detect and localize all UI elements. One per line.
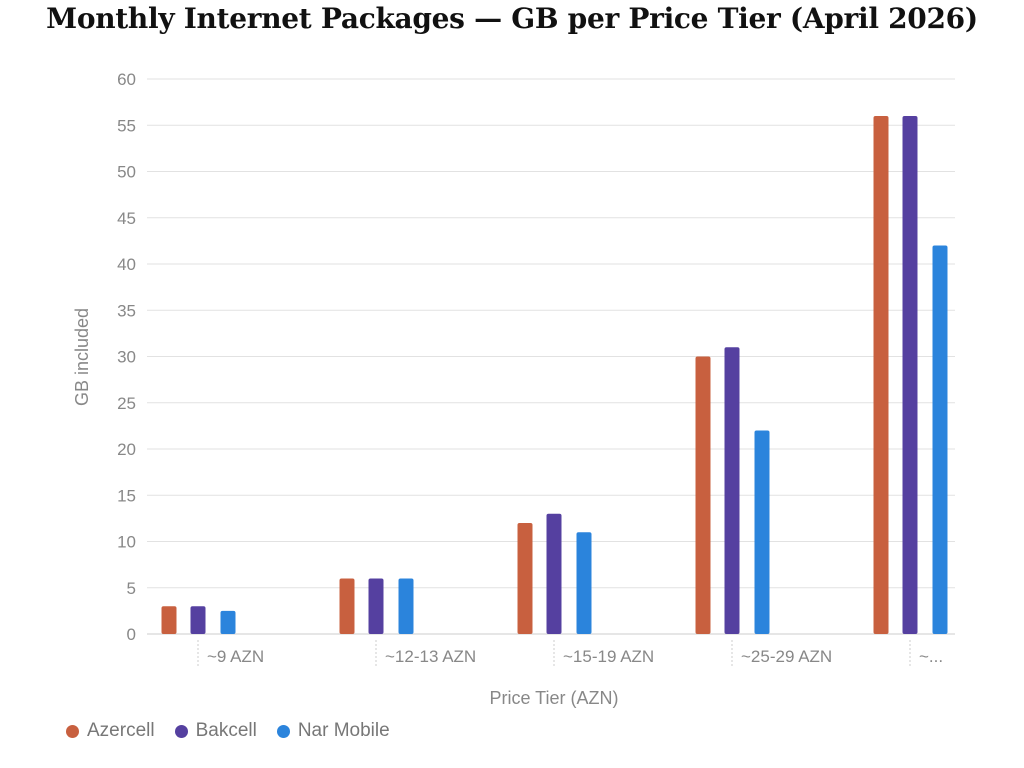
legend-item-azercell: Azercell — [66, 720, 155, 742]
x-tick-label: ~... — [919, 647, 943, 666]
x-axis-label: Price Tier (AZN) — [489, 688, 618, 708]
bar-nar-mobile — [754, 430, 770, 634]
bar-azercell — [339, 578, 355, 634]
y-tick-label: 0 — [127, 625, 136, 644]
bar-nar-mobile — [576, 532, 592, 634]
legend-item-nar-mobile: Nar Mobile — [276, 720, 390, 742]
y-tick-label: 45 — [117, 209, 136, 228]
bar-bakcell — [546, 513, 562, 634]
bar-azercell — [873, 116, 889, 634]
bar-nar-mobile — [398, 578, 414, 634]
y-tick-label: 35 — [117, 301, 136, 320]
bar-bakcell — [902, 116, 918, 634]
x-tick-label: ~15-19 AZN — [563, 647, 654, 666]
y-tick-label: 5 — [127, 579, 136, 598]
bar-nar-mobile — [932, 245, 948, 634]
legend-label: Azercell — [87, 720, 155, 741]
chart-title: Monthly Internet Packages — GB per Price… — [46, 2, 978, 35]
legend-swatch — [66, 724, 79, 738]
legend-label: Bakcell — [195, 720, 257, 741]
y-tick-label: 20 — [117, 440, 136, 459]
bar-bakcell — [190, 606, 206, 634]
bar-nar-mobile — [220, 610, 236, 634]
legend-item-bakcell: Bakcell — [174, 720, 257, 742]
x-tick-label: ~12-13 AZN — [385, 647, 476, 666]
legend-swatch — [276, 724, 290, 738]
legend-swatch — [174, 724, 188, 738]
y-tick-label: 30 — [117, 348, 136, 367]
bar-azercell — [517, 523, 533, 634]
y-tick-label: 15 — [117, 486, 136, 505]
legend-label: Nar Mobile — [297, 720, 390, 741]
legend: Azercell Bakcell Nar Mobile — [66, 720, 390, 742]
y-tick-label: 50 — [117, 163, 136, 182]
bar-azercell — [161, 606, 177, 634]
bar-bakcell — [724, 347, 740, 634]
y-tick-label: 55 — [117, 116, 136, 135]
y-tick-label: 25 — [117, 394, 136, 413]
bar-bakcell — [368, 578, 384, 634]
x-tick-label: ~9 AZN — [207, 647, 264, 666]
y-tick-label: 10 — [117, 533, 136, 552]
y-tick-label: 60 — [117, 70, 136, 89]
x-tick-label: ~25-29 AZN — [741, 647, 832, 666]
y-tick-label: 40 — [117, 255, 136, 274]
bar-azercell — [695, 356, 711, 634]
y-axis-label: GB included — [72, 308, 92, 406]
